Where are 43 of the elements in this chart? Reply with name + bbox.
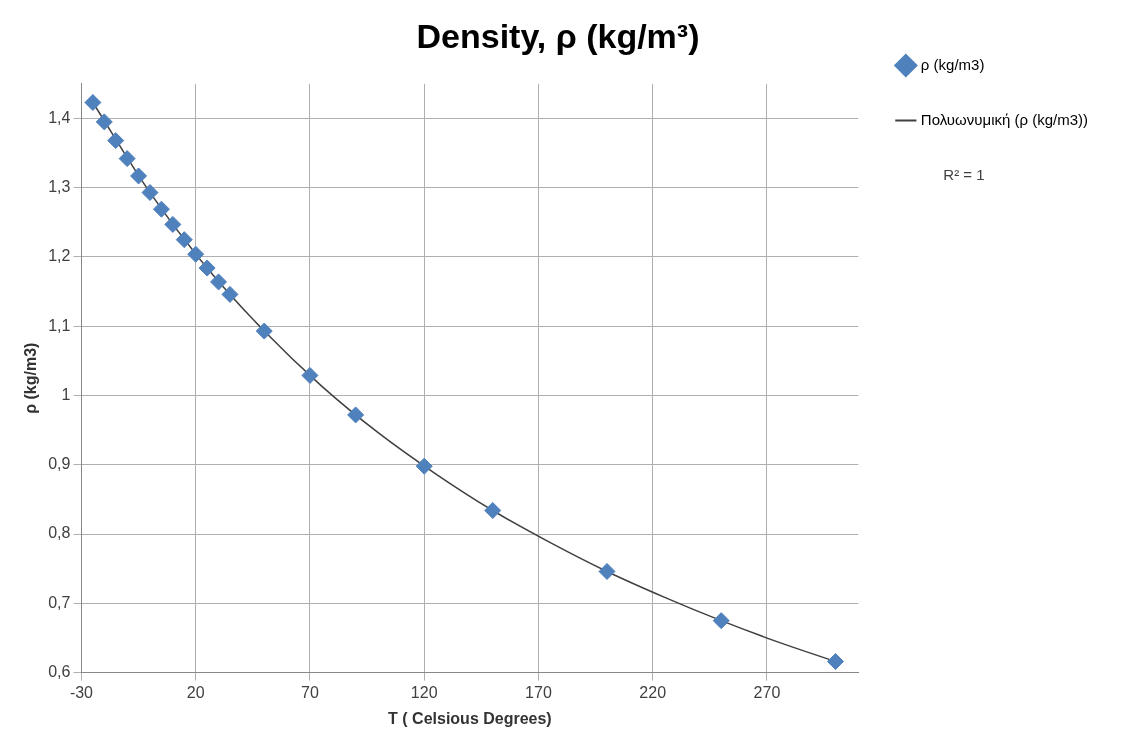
y-tick-label: 1,1 — [48, 316, 71, 334]
x-tick-label: 270 — [753, 683, 781, 701]
x-axis-title: T ( Celsious Degrees) — [388, 709, 552, 727]
y-tick-label: 1,4 — [48, 108, 71, 126]
y-tick-label: 1 — [61, 385, 71, 403]
point — [255, 322, 273, 340]
point — [484, 502, 502, 520]
point — [95, 113, 113, 131]
point — [415, 457, 433, 475]
point — [598, 562, 616, 580]
point — [175, 231, 193, 249]
text: R² = 1 — [943, 165, 985, 183]
y-axis-title: ρ (kg/m3) — [22, 342, 40, 414]
x-tick-label: 70 — [301, 683, 319, 701]
point — [221, 285, 239, 303]
x-tick-label: 20 — [186, 683, 205, 701]
x-tick-label: 220 — [639, 683, 667, 701]
point — [107, 132, 125, 150]
y-tick-label: 1,2 — [48, 247, 71, 265]
point — [118, 150, 136, 168]
point — [712, 612, 730, 630]
point — [301, 366, 319, 384]
point — [347, 406, 365, 424]
y-tick-label: 1,3 — [48, 178, 71, 196]
x-tick-label: 170 — [525, 683, 552, 701]
x-tick-label: 120 — [410, 683, 438, 701]
y-tick-label: 0,9 — [48, 455, 71, 473]
point — [198, 259, 216, 277]
y-tick-label: 0,6 — [48, 663, 71, 681]
point — [164, 215, 182, 233]
point — [130, 167, 148, 185]
point — [210, 273, 228, 291]
point — [826, 653, 844, 671]
y-tick-label: 0,7 — [48, 593, 71, 611]
point — [141, 184, 159, 202]
point — [84, 94, 102, 111]
x-tick-label: -30 — [69, 683, 94, 701]
point — [187, 245, 205, 263]
chart-title: Density, ρ (kg/m³) — [416, 16, 700, 55]
legend-label: ρ (kg/m3) — [920, 55, 985, 73]
point — [152, 200, 170, 218]
y-tick-label: 0,8 — [48, 524, 71, 542]
legend-label: Πολυωνυμική (ρ (kg/m3)) — [920, 110, 1089, 128]
